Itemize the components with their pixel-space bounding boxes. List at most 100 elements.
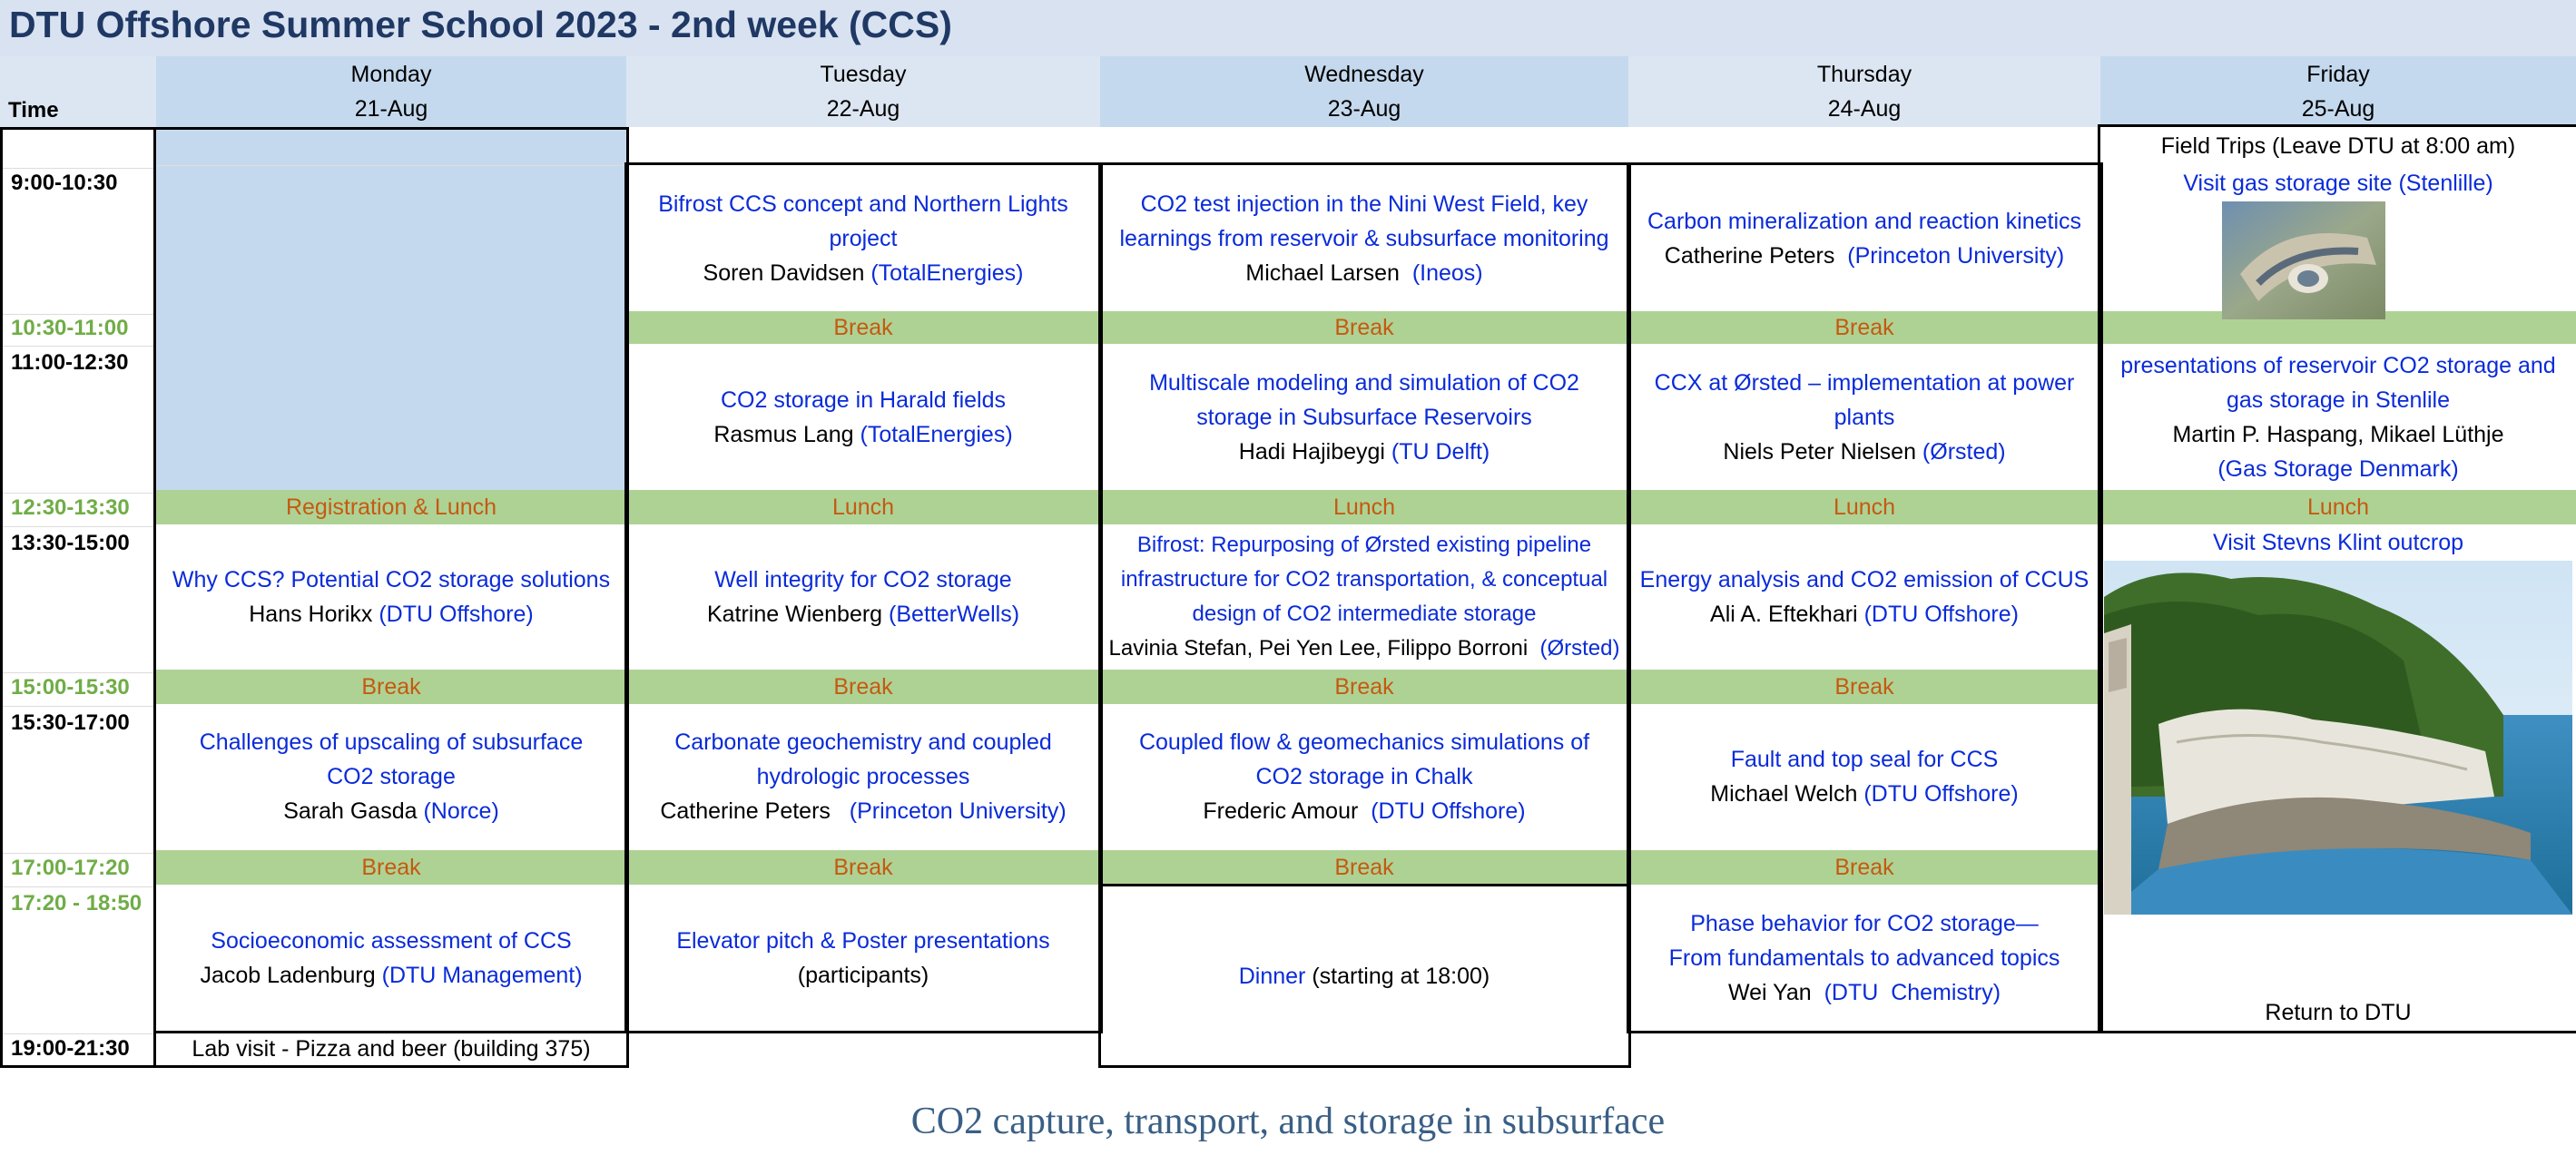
dinner-label: Dinner <box>1238 964 1306 989</box>
session-title: Socioeconomic assessment of CCS <box>211 927 572 954</box>
friday-return: Return to DTU <box>2265 1000 2412 1025</box>
friday-presentations: presentations of reservoir CO2 storage a… <box>2100 344 2576 490</box>
session-title: Elevator pitch & Poster presentations <box>676 927 1050 954</box>
day-header-tuesday: Tuesday 22-Aug <box>626 56 1100 127</box>
session-speaker: Hadi Hajibeygi (TU Delft) <box>1239 435 1490 469</box>
break-row-3 <box>156 850 2100 885</box>
speaker-name: Sarah Gasda <box>283 798 424 824</box>
tuesday-lunch: Lunch <box>831 494 895 520</box>
grid-line <box>156 165 626 166</box>
session-title: Bifrost CCS concept and Northern Lights … <box>658 191 1068 251</box>
speaker-name: Wei Yan <box>1727 979 1824 1005</box>
monday-session-4: Challenges of upscaling of subsurface CO… <box>156 704 626 849</box>
session-speaker: Niels Peter Nielsen (Ørsted) <box>1723 435 2005 469</box>
session-title: Carbonate geochemistry and coupled hydro… <box>674 729 1052 789</box>
time-slot-2: 10:30-11:00 <box>11 316 129 340</box>
session-speaker: Martin P. Haspang, Mikael Lüthje <box>2172 421 2504 447</box>
thursday-lunch: Lunch <box>1833 494 1896 520</box>
speaker-name: Rasmus Lang <box>713 421 860 447</box>
speaker-name: Niels Peter Nielsen <box>1723 438 1922 465</box>
session-title: Coupled flow & geomechanics simulations … <box>1138 729 1590 789</box>
day-name: Monday <box>350 62 432 87</box>
thursday-break-3: Break <box>1834 854 1894 880</box>
monday-session-5: Socioeconomic assessment of CCS Jacob La… <box>156 885 626 1031</box>
session-speaker: Katrine Wienberg (BetterWells) <box>707 597 1019 631</box>
speaker-name: Michael Larsen <box>1245 259 1412 286</box>
speaker-affiliation: (BetterWells) <box>889 602 1020 627</box>
time-slot-7: 15:30-17:00 <box>11 710 130 735</box>
speaker-affiliation: (DTU Offshore) <box>1371 798 1526 824</box>
session-speaker: Ali A. Eftekhari (DTU Offshore) <box>1710 597 2019 631</box>
speaker-affiliation: (Princeton University) <box>849 798 1067 824</box>
time-slot-1: 9:00-10:30 <box>11 171 118 195</box>
session-title: Why CCS? Potential CO2 storage solutions <box>172 567 611 592</box>
session-title: Bifrost: Repurposing of Ørsted existing … <box>1120 533 1608 626</box>
day-name: Tuesday <box>820 62 907 87</box>
speaker-affiliation: (TotalEnergies) <box>870 259 1024 286</box>
tuesday-break-3: Break <box>833 854 893 880</box>
speaker-affiliation: (DTU Offshore) <box>1863 781 2019 807</box>
thursday-session-2: CCX at Ørsted – implementation at power … <box>1628 344 2100 490</box>
session-speaker: Catherine Peters (Princeton University) <box>660 794 1066 828</box>
thursday-session-5: Phase behavior for CO2 storage—From fund… <box>1628 885 2100 1031</box>
thursday-session-3: Energy analysis and CO2 emission of CCUS… <box>1628 524 2100 670</box>
session-speaker: Wei Yan (DTU Chemistry) <box>1728 975 2001 1010</box>
wednesday-break-3: Break <box>1334 854 1394 880</box>
speaker-name: Lavinia Stefan, Pei Yen Lee, Filippo Bor… <box>1108 636 1540 661</box>
session-title: Phase behavior for CO2 storage—From fund… <box>1668 910 2060 971</box>
friday-visit-stevns-klint: Visit Stevns Klint outcrop <box>2212 530 2464 555</box>
tuesday-break-2: Break <box>833 673 893 700</box>
session-speaker: Jacob Ladenburg (DTU Management) <box>200 958 582 993</box>
dinner-text: Dinner (starting at 18:00) <box>1239 959 1490 994</box>
speaker-affiliation: (TotalEnergies) <box>860 421 1013 447</box>
wednesday-dinner: Dinner (starting at 18:00) <box>1100 887 1628 1065</box>
speaker-name: Hadi Hajibeygi <box>1238 438 1391 465</box>
grid-line <box>3 493 153 494</box>
day-date: 21-Aug <box>354 96 428 122</box>
session-title: Energy analysis and CO2 emission of CCUS <box>1639 567 2089 592</box>
session-speaker: Michael Welch (DTU Offshore) <box>1710 777 2018 811</box>
speaker-affiliation: (DTU Chemistry) <box>1824 979 2001 1005</box>
lunch-row <box>156 490 2576 524</box>
friday-lunch: Lunch <box>2306 494 2370 520</box>
grid-line <box>3 706 153 707</box>
tuesday-break-1: Break <box>833 314 893 340</box>
day-date: 23-Aug <box>1327 96 1401 122</box>
session-title: CO2 test injection in the Nini West Fiel… <box>1119 191 1609 251</box>
session-speaker: Rasmus Lang (TotalEnergies) <box>713 417 1012 452</box>
session-speaker: Soren Davidsen (TotalEnergies) <box>703 256 1024 290</box>
session-speaker: (participants) <box>797 962 929 988</box>
wednesday-break-2: Break <box>1334 673 1394 700</box>
day-name: Friday <box>2306 62 2370 87</box>
day-header-monday: Monday 21-Aug <box>156 56 626 127</box>
session-title: Challenges of upscaling of subsurface CO… <box>199 729 584 789</box>
monday-session-3: Why CCS? Potential CO2 storage solutions… <box>156 524 626 670</box>
session-speaker: Catherine Peters (Princeton University) <box>1665 239 2064 273</box>
speaker-name: Hans Horikx <box>249 602 379 627</box>
time-slot-10: 19:00-21:30 <box>11 1036 130 1061</box>
session-title: Multiscale modeling and simulation of CO… <box>1149 369 1579 430</box>
session-title: presentations of reservoir CO2 storage a… <box>2120 352 2556 413</box>
speaker-affiliation: (Gas Storage Denmark) <box>2217 455 2459 482</box>
speaker-affiliation: (Norce) <box>423 798 499 824</box>
day-name: Wednesday <box>1304 62 1424 87</box>
tuesday-session-4: Carbonate geochemistry and coupled hydro… <box>626 704 1100 849</box>
time-header-cell <box>0 56 156 127</box>
time-slot-3: 11:00-12:30 <box>11 350 129 375</box>
monday-registration-lunch: Registration & Lunch <box>285 494 497 520</box>
grid-line <box>3 886 153 887</box>
day-name: Thursday <box>1816 62 1912 87</box>
stevns-klint-image <box>2104 561 2572 915</box>
session-speaker: Frederic Amour (DTU Offshore) <box>1203 794 1525 828</box>
speaker-name: Ali A. Eftekhari <box>1710 602 1864 627</box>
thursday-session-1: Carbon mineralization and reaction kinet… <box>1628 165 2100 311</box>
time-slot-4: 12:30-13:30 <box>11 495 130 520</box>
monday-break-3: Break <box>361 854 421 880</box>
wednesday-session-3: Bifrost: Repurposing of Ørsted existing … <box>1100 524 1628 670</box>
session-title: Fault and top seal for CCS <box>1730 747 1999 772</box>
wednesday-session-2: Multiscale modeling and simulation of CO… <box>1100 344 1628 490</box>
thursday-session-4: Fault and top seal for CCS Michael Welch… <box>1628 704 2100 849</box>
speaker-name: Catherine Peters <box>1664 242 1848 269</box>
time-slot-9: 17:20 - 18:50 <box>11 891 143 915</box>
speaker-name: Michael Welch <box>1710 781 1864 807</box>
